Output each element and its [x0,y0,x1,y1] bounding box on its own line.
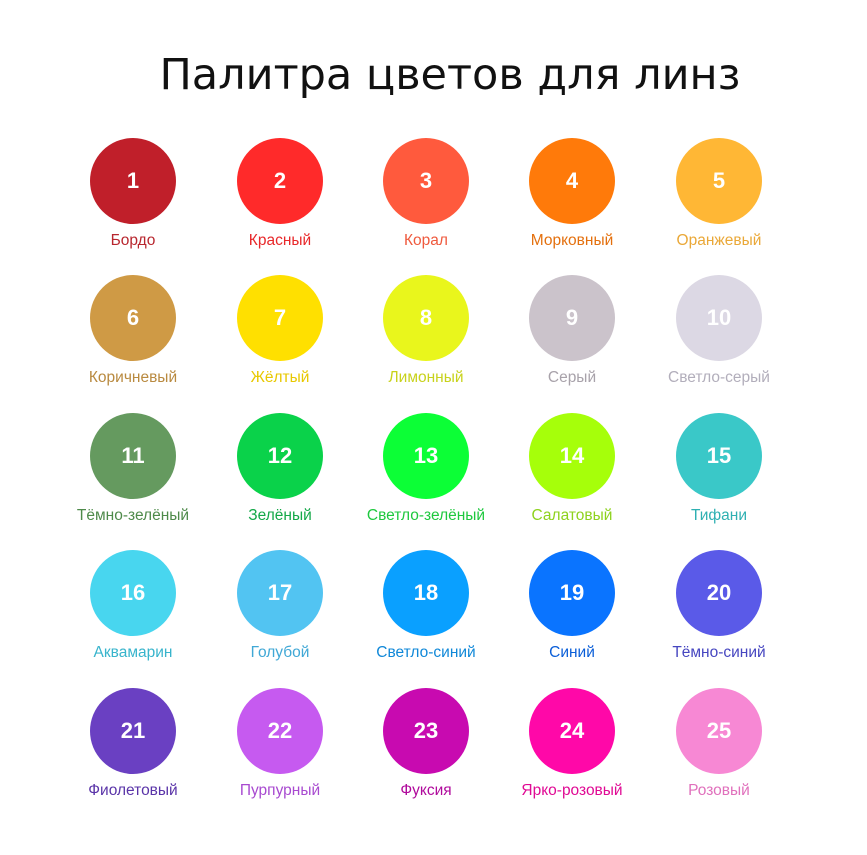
color-name-label: Синий [549,644,595,661]
color-swatch-item: 11 Тёмно-зелёный [60,413,206,525]
color-swatch-item: 1 Бордо [60,138,206,250]
color-circle: 17 [237,550,323,636]
color-name-label: Зелёный [248,507,312,524]
color-name-label: Пурпурный [239,782,321,799]
color-swatch-item: 6 Коричневый [60,275,206,387]
color-swatch-item: 17 Голубой [207,550,353,662]
color-circle: 1 [90,138,176,224]
color-circle: 23 [383,688,469,774]
color-name-label: Фуксия [400,782,452,799]
color-swatch-item: 7 Жёлтый [207,275,353,387]
color-name-label: Оранжевый [676,232,762,249]
color-circle: 3 [383,138,469,224]
color-swatch-item: 10 Светло-серый [646,275,792,387]
color-circle: 16 [90,550,176,636]
color-swatch-item: 9 Серый [499,275,645,387]
color-swatch-item: 2 Красный [207,138,353,250]
color-name-label: Розовый [688,782,750,799]
page-title: Палитра цветов для линз [159,50,741,100]
color-circle: 15 [676,413,762,499]
color-name-label: Салатовый [531,507,613,524]
color-name-label: Тёмно-синий [672,644,766,661]
color-swatch-item: 23 Фуксия [353,688,499,800]
color-circle: 2 [237,138,323,224]
color-circle: 10 [676,275,762,361]
color-name-label: Морковный [530,232,614,249]
color-circle: 20 [676,550,762,636]
color-circle: 4 [529,138,615,224]
color-swatch-item: 21 Фиолетовый [60,688,206,800]
color-circle: 19 [529,550,615,636]
color-circle: 25 [676,688,762,774]
color-circle: 5 [676,138,762,224]
color-swatch-item: 8 Лимонный [353,275,499,387]
color-circle: 6 [90,275,176,361]
color-circle: 9 [529,275,615,361]
color-circle: 8 [383,275,469,361]
color-name-label: Жёлтый [250,369,310,386]
color-circle: 21 [90,688,176,774]
color-swatch-item: 15 Тифани [646,413,792,525]
color-name-label: Корал [404,232,448,249]
color-name-label: Тёмно-зелёный [76,507,190,524]
color-circle: 14 [529,413,615,499]
color-swatch-item: 3 Корал [353,138,499,250]
color-name-label: Фиолетовый [88,782,178,799]
color-swatch-item: 16 Аквамарин [60,550,206,662]
color-circle: 7 [237,275,323,361]
color-name-label: Аквамарин [93,644,173,661]
color-name-label: Голубой [250,644,310,661]
color-name-label: Светло-серый [668,369,770,386]
color-name-label: Ярко-розовый [521,782,623,799]
color-swatch-item: 12 Зелёный [207,413,353,525]
color-name-label: Светло-синий [376,644,476,661]
color-name-label: Бордо [110,232,156,249]
color-name-label: Тифани [690,507,748,524]
color-circle: 18 [383,550,469,636]
color-circle: 13 [383,413,469,499]
color-circle: 24 [529,688,615,774]
color-name-label: Светло-зелёный [366,507,486,524]
color-circle: 12 [237,413,323,499]
color-swatch-item: 25 Розовый [646,688,792,800]
color-swatch-item: 13 Светло-зелёный [353,413,499,525]
color-swatch-item: 19 Синий [499,550,645,662]
color-circle: 22 [237,688,323,774]
color-name-label: Красный [248,232,312,249]
color-name-label: Коричневый [88,369,178,386]
color-name-label: Лимонный [388,369,464,386]
color-swatch-item: 22 Пурпурный [207,688,353,800]
color-swatch-item: 24 Ярко-розовый [499,688,645,800]
color-swatch-item: 4 Морковный [499,138,645,250]
color-swatch-item: 14 Салатовый [499,413,645,525]
color-circle: 11 [90,413,176,499]
color-name-label: Серый [547,369,597,386]
color-swatch-item: 5 Оранжевый [646,138,792,250]
color-swatch-item: 20 Тёмно-синий [646,550,792,662]
color-swatch-item: 18 Светло-синий [353,550,499,662]
